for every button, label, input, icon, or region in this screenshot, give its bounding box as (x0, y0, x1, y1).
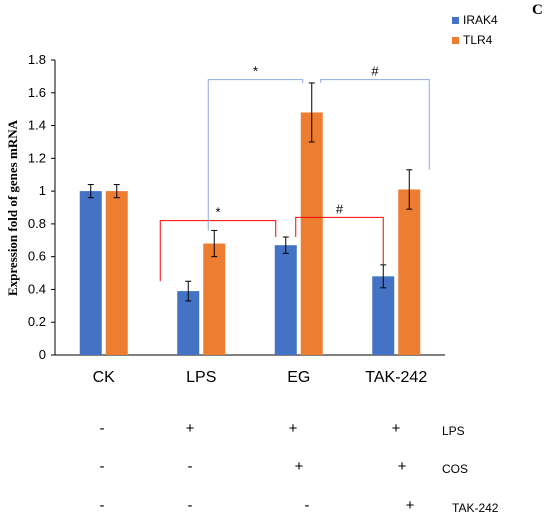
legend-label-irak4: IRAK4 (463, 13, 498, 27)
treatment-label-cos: COS (442, 462, 469, 476)
panel-letter: C (532, 2, 543, 18)
bar-irak4 (79, 191, 102, 355)
bar-tlr4 (105, 191, 128, 355)
bar-tlr4 (203, 243, 226, 355)
bracket-blue-lps-eg (207, 79, 304, 231)
y-tick-label: 1.4 (28, 118, 46, 133)
y-tick-label: 0 (39, 347, 46, 362)
treatment-mark: - (187, 458, 193, 475)
y-tick-label: 1.6 (28, 85, 46, 100)
x-tick-label: LPS (186, 369, 216, 386)
treatment-label-tak-242: TAK-242 (452, 501, 499, 515)
treatment-mark: - (304, 497, 310, 514)
legend-item-irak4: IRAK4 (452, 10, 498, 30)
bracket-red-eg-tak (295, 216, 384, 265)
x-tick-label: CK (93, 369, 116, 386)
bracket-red-lps-eg (159, 220, 277, 282)
legend-item-tlr4: TLR4 (452, 30, 498, 50)
legend-swatch-tlr4 (452, 36, 459, 44)
treatment-mark: + (391, 420, 401, 437)
y-tick-label: 0.6 (28, 249, 46, 264)
treatment-mark: - (99, 497, 105, 514)
x-tick-label: EG (287, 369, 310, 386)
y-tick-label: 1.2 (28, 150, 46, 165)
legend-swatch-irak4 (452, 16, 459, 24)
bar-irak4 (372, 276, 395, 355)
legend: IRAK4 TLR4 (452, 10, 498, 50)
bracket-blue-lps-eg-label: * (253, 64, 258, 79)
x-tick-label: TAK-242 (365, 369, 427, 386)
y-tick-label: 0.4 (28, 281, 46, 296)
bar-irak4 (274, 245, 297, 355)
treatment-mark: - (99, 458, 105, 475)
bracket-blue-eg-tak-label: # (371, 64, 379, 79)
bar-chart: Expression fold of genes mRNA 0 0.2 0.4 0.6… (5, 52, 445, 386)
treatment-mark: - (187, 497, 193, 514)
treatment-mark: + (405, 497, 415, 514)
bracket-red-eg-tak-label: # (336, 201, 344, 216)
y-tick-label: 1 (39, 183, 46, 198)
treatment-label-lps: LPS (442, 424, 465, 438)
legend-label-tlr4: TLR4 (463, 33, 493, 47)
y-axis-label: Expression fold of genes mRNA (5, 119, 20, 296)
treatment-mark: + (185, 420, 195, 437)
treatment-mark: + (294, 458, 304, 475)
bracket-blue-eg-tak (320, 79, 430, 170)
bar-tlr4 (300, 112, 323, 355)
y-tick-label: 1.8 (28, 52, 46, 67)
y-tick-label: 0.8 (28, 216, 46, 231)
y-tick-label: 0.2 (28, 314, 46, 329)
treatment-mark: + (397, 458, 407, 475)
treatment-mark: + (288, 420, 298, 437)
bracket-red-lps-eg-label: * (215, 205, 220, 220)
treatment-mark: - (99, 420, 105, 437)
bar-tlr4 (398, 189, 421, 355)
bar-irak4 (177, 291, 200, 355)
